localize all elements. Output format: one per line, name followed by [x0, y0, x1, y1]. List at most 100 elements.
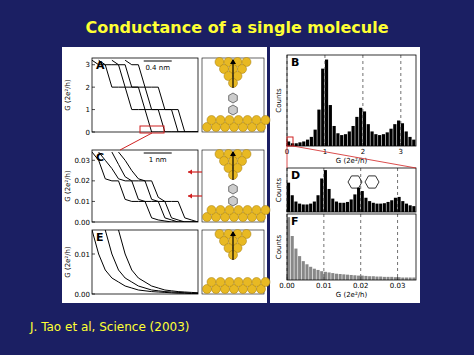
hist-bar	[305, 204, 308, 212]
hist-bar	[412, 140, 415, 146]
gold-atom	[225, 206, 234, 215]
hist-bar	[359, 108, 362, 146]
trace	[125, 60, 198, 132]
panel-letter: C	[96, 151, 104, 164]
panel-letter: F	[291, 215, 299, 228]
pull-arrow	[232, 152, 233, 180]
panel-F: 0.000.010.020.03G (2e²/h)CountsF	[275, 214, 416, 299]
hist-bar	[397, 121, 400, 146]
hist-bar	[368, 201, 371, 212]
y-tick	[92, 180, 95, 181]
grid-line	[360, 168, 361, 212]
y-tick-label: 0.01	[74, 198, 90, 206]
hist-bar	[353, 275, 356, 280]
left-panel	[62, 47, 267, 303]
hist-bar	[320, 178, 323, 212]
gold-atom	[207, 116, 216, 125]
hist-bar	[340, 135, 343, 146]
trace	[119, 230, 199, 293]
marks	[92, 60, 198, 132]
electrode-cartoon	[202, 58, 270, 133]
scale-label: 1 nm	[149, 156, 167, 164]
electrode-cartoon	[202, 150, 270, 223]
hist-bar	[408, 137, 411, 146]
hist-bar	[383, 203, 386, 212]
cartoon-frame	[202, 58, 264, 132]
hist-bar	[367, 124, 370, 146]
hist-bar	[310, 137, 313, 146]
hist-bar	[352, 126, 355, 146]
panel-letter: E	[96, 231, 104, 244]
trace	[112, 60, 198, 132]
hist-bar	[393, 124, 396, 146]
hist-bar	[328, 189, 331, 212]
pull-arrow-head	[230, 231, 236, 236]
hist-bar	[295, 143, 298, 146]
trace	[105, 230, 198, 293]
hist-bar	[324, 272, 327, 280]
hist-bar	[313, 202, 316, 212]
zoom-indicators	[120, 126, 416, 199]
x-tick-label: 0.01	[316, 282, 332, 290]
grid-line	[397, 214, 398, 280]
trace	[92, 152, 198, 222]
red-arrow-head	[188, 170, 192, 175]
gold-atom	[216, 278, 225, 287]
hist-bar	[382, 134, 385, 146]
hist-bar	[412, 206, 415, 212]
hist-bar	[346, 275, 349, 280]
plot-frame	[287, 214, 416, 280]
hist-bar	[357, 188, 360, 212]
x-tick-label: 3	[399, 148, 403, 156]
panel-B: 0123G (2e²/h)CountsB	[275, 55, 416, 165]
hist-bar	[386, 132, 389, 146]
hist-bar	[287, 217, 290, 280]
hist-bar	[342, 274, 345, 280]
y-tick-label: 3	[86, 61, 90, 69]
hist-bar	[394, 198, 397, 212]
y-tick-label: 1	[86, 106, 90, 114]
gold-atom	[252, 206, 261, 215]
trace	[119, 152, 199, 222]
gold-atom	[243, 278, 252, 287]
y-axis-label: G (2e²/h)	[64, 246, 72, 278]
molecule-ring	[229, 93, 238, 103]
hist-bar	[368, 276, 371, 280]
marks	[287, 217, 415, 280]
hist-bar	[390, 277, 393, 280]
hist-bar	[320, 271, 323, 280]
gold-atom	[234, 116, 243, 125]
hist-bar	[401, 123, 404, 146]
hist-bar	[350, 199, 353, 212]
hist-bar	[379, 277, 382, 280]
gold-atom	[243, 206, 252, 215]
pull-arrow	[232, 60, 233, 88]
hist-bar	[346, 202, 349, 212]
hist-bar	[344, 134, 347, 146]
hist-bar	[401, 201, 404, 212]
hist-bar	[335, 274, 338, 280]
y-axis-label: G (2e²/h)	[64, 170, 72, 202]
grid-line	[360, 214, 361, 280]
hist-bar	[361, 191, 364, 212]
x-tick-label: 0.00	[279, 282, 295, 290]
hist-bar	[398, 197, 401, 212]
slide-title: Conductance of a single molecule	[85, 18, 388, 37]
grid-line	[397, 168, 398, 212]
y-tick	[92, 87, 95, 88]
x-tick	[324, 143, 325, 146]
plot-frame	[92, 58, 198, 132]
y-tick-label: 0.01	[74, 251, 90, 259]
hist-bar	[298, 256, 301, 280]
right-panel	[270, 47, 420, 303]
marks	[92, 230, 198, 294]
hist-bar	[339, 274, 342, 280]
trace	[99, 152, 198, 222]
panel-letter: B	[291, 56, 299, 69]
hist-bar	[329, 105, 332, 146]
grid-line	[324, 55, 325, 146]
gold-atom	[261, 116, 270, 125]
hist-bar	[405, 204, 408, 212]
hist-bar	[302, 204, 305, 212]
molecule-ring	[229, 196, 238, 206]
